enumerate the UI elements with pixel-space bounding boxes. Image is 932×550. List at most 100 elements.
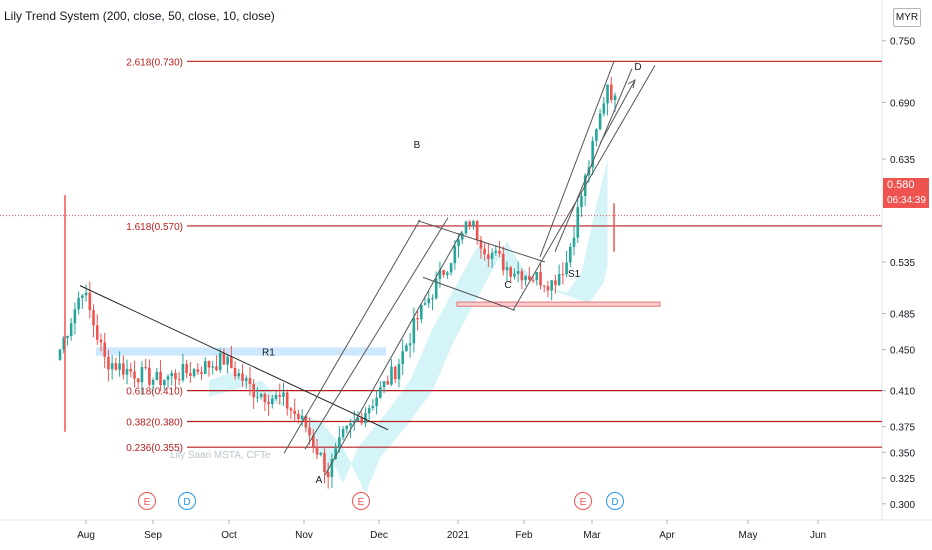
- candle-body[interactable]: [550, 280, 553, 291]
- candle-body[interactable]: [300, 416, 304, 420]
- candle-body[interactable]: [494, 250, 498, 253]
- candle-body[interactable]: [408, 343, 412, 346]
- candle-body[interactable]: [479, 239, 483, 249]
- candle-body[interactable]: [412, 318, 416, 344]
- candle-body[interactable]: [591, 140, 594, 168]
- candle-body[interactable]: [516, 271, 520, 274]
- candle-body[interactable]: [293, 410, 296, 414]
- candle-body[interactable]: [487, 254, 490, 259]
- candle-body[interactable]: [136, 378, 140, 383]
- trendline[interactable]: [539, 61, 615, 258]
- candle-body[interactable]: [73, 309, 77, 324]
- candle-body[interactable]: [84, 292, 88, 296]
- candle-body[interactable]: [572, 237, 576, 247]
- candle-body[interactable]: [546, 286, 550, 291]
- candle-body[interactable]: [289, 408, 293, 411]
- candle-body[interactable]: [483, 248, 486, 255]
- candle-body[interactable]: [110, 363, 114, 370]
- candle-body[interactable]: [95, 325, 99, 340]
- candle-body[interactable]: [226, 356, 229, 365]
- candle-body[interactable]: [386, 381, 390, 385]
- candle-body[interactable]: [162, 379, 166, 386]
- candle-body[interactable]: [554, 280, 557, 286]
- candle-body[interactable]: [390, 366, 393, 385]
- candle-body[interactable]: [535, 272, 539, 280]
- candle-body[interactable]: [334, 448, 337, 459]
- candle-body[interactable]: [498, 250, 501, 254]
- trendline[interactable]: [79, 285, 389, 431]
- candle-body[interactable]: [81, 295, 84, 298]
- candle-body[interactable]: [248, 378, 252, 384]
- event-marker-earnings[interactable]: [574, 492, 592, 510]
- candle-body[interactable]: [457, 239, 460, 247]
- trendline[interactable]: [417, 220, 546, 263]
- trendline[interactable]: [422, 276, 516, 311]
- candle-body[interactable]: [557, 274, 561, 286]
- candle-body[interactable]: [576, 207, 580, 238]
- candle-body[interactable]: [513, 273, 516, 277]
- candle-body[interactable]: [490, 252, 494, 259]
- candle-body[interactable]: [382, 381, 386, 388]
- candle-body[interactable]: [233, 367, 237, 377]
- candle-body[interactable]: [170, 373, 174, 377]
- candle-body[interactable]: [285, 392, 289, 409]
- candle-body[interactable]: [256, 397, 259, 399]
- candle-body[interactable]: [468, 221, 472, 226]
- candle-body[interactable]: [569, 246, 572, 263]
- candle-body[interactable]: [431, 298, 434, 300]
- candle-body[interactable]: [595, 129, 598, 141]
- event-marker-dividend[interactable]: [606, 492, 624, 510]
- candle-body[interactable]: [371, 406, 375, 409]
- candle-body[interactable]: [278, 394, 282, 397]
- candle-body[interactable]: [315, 446, 319, 455]
- candle-body[interactable]: [237, 373, 241, 377]
- candle-body[interactable]: [267, 402, 270, 405]
- candle-body[interactable]: [505, 267, 509, 271]
- trend-arrow[interactable]: [599, 81, 635, 144]
- candle-body[interactable]: [62, 338, 66, 350]
- plot-area[interactable]: [0, 0, 882, 520]
- candle-body[interactable]: [122, 363, 125, 375]
- candle-body[interactable]: [148, 367, 151, 385]
- candle-body[interactable]: [274, 394, 278, 399]
- candle-body[interactable]: [181, 364, 185, 381]
- candle-body[interactable]: [271, 398, 274, 405]
- candle-body[interactable]: [531, 279, 535, 281]
- candle-body[interactable]: [144, 367, 147, 369]
- candle-body[interactable]: [460, 233, 464, 240]
- candle-body[interactable]: [360, 417, 364, 424]
- candle-body[interactable]: [66, 335, 69, 339]
- candle-body[interactable]: [542, 285, 546, 287]
- candle-body[interactable]: [177, 379, 181, 381]
- candle-body[interactable]: [420, 304, 423, 320]
- candle-body[interactable]: [326, 472, 330, 478]
- trendline[interactable]: [324, 230, 463, 476]
- candle-body[interactable]: [207, 361, 211, 368]
- candle-body[interactable]: [375, 397, 378, 407]
- candle-body[interactable]: [282, 392, 285, 397]
- candle-body[interactable]: [330, 458, 334, 478]
- candle-body[interactable]: [405, 345, 408, 352]
- candle-body[interactable]: [446, 272, 449, 275]
- trendline[interactable]: [304, 217, 449, 450]
- candle-body[interactable]: [606, 84, 609, 104]
- candle-body[interactable]: [423, 303, 427, 305]
- candle-body[interactable]: [323, 452, 326, 473]
- candle-body[interactable]: [397, 364, 401, 380]
- candle-body[interactable]: [475, 221, 479, 240]
- candle-body[interactable]: [174, 373, 177, 380]
- candle-body[interactable]: [453, 246, 457, 264]
- candle-body[interactable]: [308, 427, 311, 436]
- candle-body[interactable]: [438, 270, 442, 279]
- candle-body[interactable]: [539, 272, 542, 286]
- candle-body[interactable]: [252, 383, 255, 398]
- candle-body[interactable]: [77, 297, 80, 310]
- currency-badge[interactable]: MYR: [893, 8, 921, 27]
- trendline[interactable]: [283, 219, 421, 454]
- candle-body[interactable]: [99, 339, 103, 343]
- candle-body[interactable]: [416, 318, 419, 320]
- candle-body[interactable]: [151, 380, 155, 385]
- candle-body[interactable]: [166, 376, 170, 380]
- event-marker-earnings[interactable]: [352, 492, 370, 510]
- candle-body[interactable]: [561, 274, 565, 276]
